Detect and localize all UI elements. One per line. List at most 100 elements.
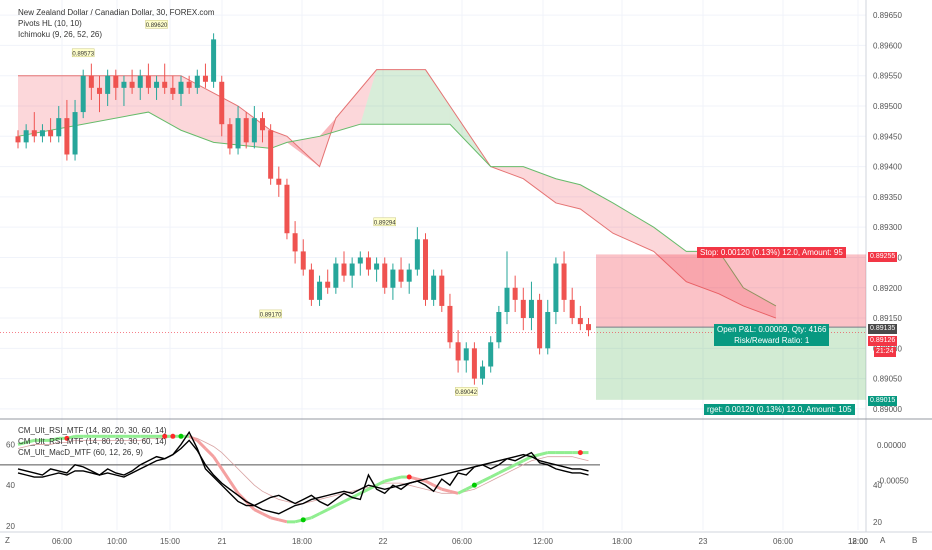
pnl-line1: Open P&L: 0.00009, Qty: 4166	[717, 325, 827, 334]
candle-body	[325, 281, 331, 288]
candle-body	[406, 269, 412, 282]
candle-body	[423, 239, 428, 300]
stop-label[interactable]: Stop: 0.00120 (0.13%) 12.0, Amount: 95	[697, 247, 846, 258]
osc-smooth-segment	[318, 508, 329, 516]
candle-body	[194, 75, 200, 88]
osc-smooth-segment	[481, 475, 492, 483]
osc-smooth-segment	[310, 512, 321, 520]
x-tick-label: 21	[218, 537, 227, 546]
timezone-button[interactable]: Z	[5, 536, 10, 545]
candle-body	[154, 81, 160, 88]
ichimoku-cloud-segment	[360, 69, 426, 125]
osc-smooth-segment	[188, 434, 198, 442]
ichimoku-span-b	[17, 111, 777, 307]
target-price-tag: 0.89015	[868, 396, 898, 406]
osc-smooth-segment	[335, 500, 345, 507]
ichimoku-cloud-segment	[319, 69, 377, 137]
auto-scale-button[interactable]: A	[880, 536, 886, 545]
pivot-label: 0.89170	[260, 312, 282, 318]
candle-body	[105, 75, 111, 94]
ichimoku-cloud-segment	[686, 251, 719, 294]
pnl-label[interactable]: Open P&L: 0.00009, Qty: 4166 Risk/Reward…	[714, 324, 830, 346]
osc-smooth-segment	[220, 468, 232, 482]
osc-right-tick-label: 40	[873, 481, 882, 490]
osc-smooth-segment	[278, 518, 288, 524]
candle-body	[243, 118, 249, 143]
osc-smooth-segment	[392, 475, 402, 481]
indicator-ichimoku-label: Ichimoku (9, 26, 52, 26)	[18, 30, 103, 39]
candle-body	[561, 263, 567, 300]
candle-body	[577, 318, 583, 325]
y-tick-label: 0.89400	[873, 163, 902, 172]
candle-body	[382, 263, 388, 288]
candle-body	[113, 75, 119, 88]
candle-body	[512, 287, 518, 300]
osc-cross-dot	[300, 517, 306, 523]
candle-body	[72, 112, 78, 155]
osc-smooth-segment	[204, 447, 215, 458]
ichimoku-cloud-segment	[743, 287, 776, 319]
pivot-label: 0.89573	[72, 51, 94, 57]
candle-body	[88, 75, 94, 88]
candle-body	[300, 251, 306, 270]
ichimoku-span-a	[18, 69, 777, 319]
stop-price-tag: 0.89255	[868, 252, 898, 262]
candle-body	[398, 269, 404, 282]
candle-body	[137, 75, 143, 88]
chart-title: New Zealand Dollar / Canadian Dollar, 30…	[18, 8, 215, 17]
osc-smooth-segment	[441, 487, 451, 493]
osc-rsi-line-2	[17, 439, 589, 515]
osc-smooth-segment	[424, 479, 435, 487]
indicator-pivots-label: Pivots HL (10, 10)	[18, 19, 82, 28]
candle-body	[186, 81, 192, 88]
candle-body	[537, 299, 543, 349]
entry-price-tag: 0.89135	[868, 324, 898, 334]
pivot-label-box	[145, 20, 168, 29]
candle-body	[455, 342, 461, 361]
osc-smooth-segment	[50, 436, 60, 442]
osc-right-tick-label: 20	[873, 518, 882, 527]
pivot-label: 0.89620	[146, 23, 168, 29]
candle-body	[317, 281, 323, 300]
osc-smooth-segment	[253, 508, 264, 516]
pivot-label-box	[259, 309, 282, 319]
ichimoku-cloud-segment	[653, 227, 687, 282]
y-tick-label: 0.89550	[873, 72, 902, 81]
osc-smooth-segment	[343, 496, 353, 503]
candle-body	[219, 81, 225, 125]
ichimoku-cloud-segment	[286, 118, 336, 167]
osc-smooth-segment	[384, 477, 394, 483]
candle-body	[553, 263, 559, 312]
y-tick-label: 0.89200	[873, 284, 902, 293]
candle-body	[528, 299, 534, 319]
ichimoku-cloud-segment	[718, 251, 744, 306]
candle-body	[520, 299, 526, 319]
x-tick-label: 06:00	[52, 537, 73, 546]
target-label[interactable]: rget: 0.00120 (0.13%) 12.0, Amount: 105	[704, 404, 855, 415]
pivot-label-box	[455, 387, 478, 396]
osc-smooth-segment	[457, 487, 467, 495]
candle-body	[129, 81, 135, 88]
candle-body	[276, 178, 282, 185]
x-tick-label: 06:00	[773, 537, 794, 546]
osc-cross-dot	[64, 435, 70, 441]
candle-body	[23, 130, 29, 143]
candle-body	[586, 324, 591, 331]
candle-body	[496, 311, 502, 343]
candle-body	[284, 184, 290, 234]
osc-cross-dot	[178, 433, 184, 439]
y-tick-label: 0.89600	[873, 41, 902, 50]
osc-smooth-segment	[212, 455, 223, 470]
candle-body	[178, 81, 184, 94]
x-tick-label: 12:00	[533, 537, 554, 546]
osc-smooth-segment	[270, 516, 280, 522]
osc-smooth-segment	[432, 483, 443, 491]
ichimoku-cloud-segment	[425, 69, 450, 125]
osc-smooth-segment	[449, 489, 459, 495]
candle-body	[431, 275, 437, 300]
candle-body	[447, 305, 453, 343]
ichimoku-cloud-segment	[555, 178, 581, 209]
settings-button[interactable]: B	[912, 536, 918, 545]
candle-body	[569, 299, 575, 319]
